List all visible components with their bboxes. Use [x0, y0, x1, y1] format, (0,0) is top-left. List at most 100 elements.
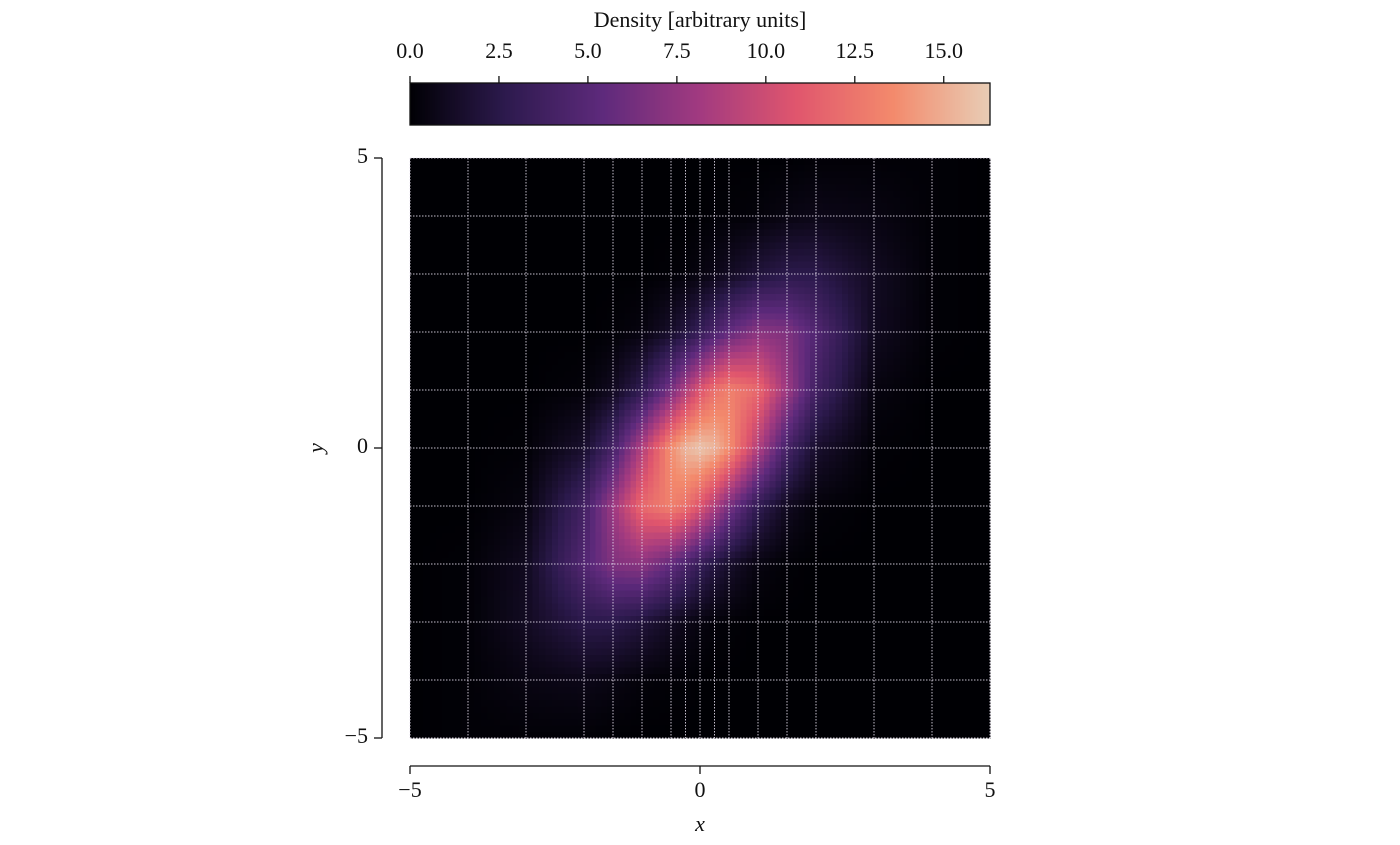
- heat-cell: [932, 660, 940, 668]
- heat-cell: [545, 467, 553, 475]
- heat-cell: [513, 428, 521, 436]
- heat-cell: [607, 396, 614, 404]
- heat-cell: [695, 609, 701, 617]
- heat-cell: [680, 428, 687, 436]
- heat-cell: [787, 390, 794, 398]
- heat-cell: [455, 609, 463, 617]
- heat-cell: [792, 564, 800, 572]
- heat-cell: [671, 602, 677, 610]
- heat-cell: [584, 686, 591, 694]
- heat-cell: [636, 718, 643, 726]
- heat-cell: [551, 564, 559, 572]
- heat-cell: [861, 622, 869, 630]
- heat-cell: [685, 570, 691, 578]
- heat-cell: [442, 654, 450, 662]
- heat-cell: [695, 686, 701, 694]
- heat-cell: [636, 628, 643, 636]
- heat-cell: [886, 622, 894, 630]
- heat-cell: [893, 718, 901, 726]
- heat-cell: [798, 480, 805, 488]
- heat-cell: [906, 628, 914, 636]
- heat-cell: [513, 660, 521, 668]
- heat-cell: [618, 538, 626, 546]
- heat-cell: [671, 467, 677, 475]
- heat-cell: [893, 699, 901, 707]
- heat-cell: [584, 486, 591, 494]
- heat-cell: [513, 725, 521, 733]
- heat-cell: [642, 680, 649, 688]
- heat-cell: [775, 531, 782, 539]
- heat-cell: [925, 647, 933, 655]
- heat-cell: [769, 448, 776, 456]
- heat-cell: [571, 493, 579, 501]
- heat-cell: [532, 544, 540, 552]
- heat-cell: [752, 718, 759, 726]
- heat-cell: [951, 615, 959, 623]
- heat-cell: [538, 628, 546, 636]
- heat-cell: [886, 692, 894, 700]
- heat-cell: [867, 705, 875, 713]
- heat-cell: [500, 512, 508, 520]
- heat-cell: [680, 454, 687, 462]
- heat-cell: [822, 486, 830, 494]
- heat-cell: [886, 712, 894, 720]
- heat-cell: [957, 634, 965, 642]
- heat-cell: [775, 422, 782, 430]
- heat-cell: [769, 660, 776, 668]
- heat-cell: [841, 615, 849, 623]
- heat-cell: [442, 680, 450, 688]
- heat-cell: [461, 422, 469, 430]
- heat-cell: [719, 667, 725, 675]
- heat-cell: [558, 454, 566, 462]
- heat-cell: [595, 448, 602, 456]
- heat-cell: [938, 460, 946, 468]
- heat-cell: [867, 467, 875, 475]
- heat-cell: [589, 544, 597, 552]
- heat-cell: [500, 654, 508, 662]
- heat-cell: [912, 525, 920, 533]
- heat-cell: [571, 441, 579, 449]
- heat-cell: [571, 422, 579, 430]
- heat-cell: [932, 486, 940, 494]
- heat-cell: [775, 493, 782, 501]
- heat-cell: [584, 654, 591, 662]
- heat-cell: [758, 615, 765, 623]
- heat-cell: [983, 692, 991, 700]
- heat-cell: [854, 660, 862, 668]
- heat-cell: [828, 712, 836, 720]
- heat-cell: [775, 518, 782, 526]
- heat-cell: [983, 448, 991, 456]
- heat-cell: [938, 673, 946, 681]
- heat-cell: [422, 486, 430, 494]
- heat-cell: [822, 602, 830, 610]
- heat-cell: [912, 660, 920, 668]
- heat-cell: [571, 654, 579, 662]
- heat-cell: [835, 499, 843, 507]
- heat-cell: [455, 396, 463, 404]
- heat-cell: [787, 544, 794, 552]
- heat-cell: [719, 622, 725, 630]
- heat-cell: [671, 699, 677, 707]
- heat-cell: [474, 615, 482, 623]
- heat-cell: [893, 634, 901, 642]
- heat-cell: [564, 551, 572, 559]
- heat-cell: [835, 725, 843, 733]
- heat-cell: [740, 486, 747, 494]
- heat-cell: [874, 531, 882, 539]
- heat-cell: [571, 641, 579, 649]
- heat-cell: [690, 544, 696, 552]
- heat-cell: [758, 557, 765, 565]
- heat-cell: [435, 692, 443, 700]
- heat-cell: [513, 654, 521, 662]
- heat-cell: [734, 473, 742, 481]
- heat-cell: [695, 602, 701, 610]
- heat-cell: [589, 402, 597, 410]
- heat-cell: [925, 634, 933, 642]
- heat-cell: [680, 473, 687, 481]
- heat-cell: [854, 718, 862, 726]
- heat-cell: [746, 448, 753, 456]
- heat-cell: [848, 615, 856, 623]
- heat-cell: [938, 570, 946, 578]
- heat-cell: [944, 506, 952, 514]
- heat-cell: [724, 448, 730, 456]
